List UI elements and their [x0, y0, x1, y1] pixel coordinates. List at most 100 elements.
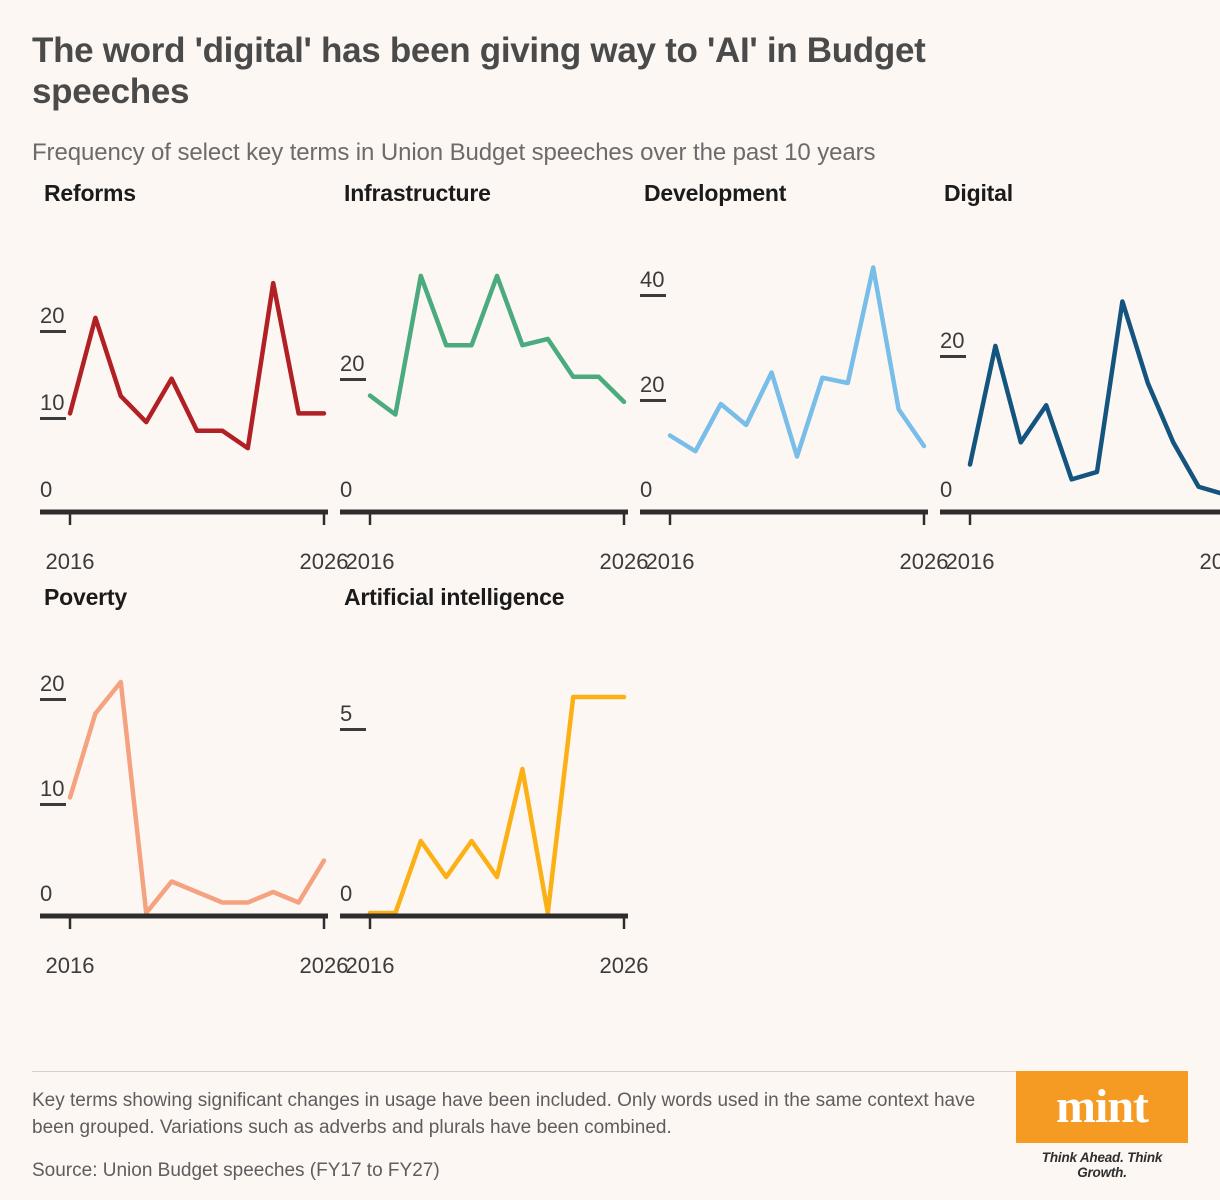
y-axis-tick-label: 20: [940, 328, 966, 359]
y-tick-value: 20: [940, 328, 965, 354]
y-tick-value: 20: [40, 302, 65, 328]
logo-box: mint: [1016, 1071, 1188, 1143]
x-axis-labels: 2016 2026: [332, 943, 649, 989]
x-tick-label: 2016: [345, 952, 395, 978]
y-tick-value: 20: [640, 371, 665, 397]
data-series-line: [367, 273, 627, 417]
chart-row-1: Reforms 0 10 20 2016 2026 Infrastructure 0 20 201…: [32, 179, 1220, 585]
y-tick-value: 10: [40, 389, 65, 415]
chart-panel-title: Infrastructure: [344, 179, 491, 206]
x-tick-label: 2016: [45, 952, 95, 978]
plot-area: 0 10 20: [32, 239, 332, 539]
chart-panel: Digital 0 20 2016 2026: [932, 179, 1220, 585]
footer: Key terms showing significant changes in…: [32, 1071, 1188, 1182]
y-tick-rule: [940, 355, 966, 359]
page-subtitle: Frequency of select key terms in Union B…: [32, 138, 876, 166]
line-chart-svg: [40, 679, 328, 929]
y-tick-rule: [40, 697, 66, 701]
y-axis-tick-label: 0: [640, 476, 653, 504]
x-tick-label: 2016: [45, 548, 95, 574]
x-tick-label: 2026: [599, 548, 649, 574]
x-axis-labels: 2016 2026: [32, 539, 349, 585]
line-chart-svg: [340, 694, 628, 929]
y-axis-tick-label: 0: [40, 476, 53, 504]
chart-panel-title: Digital: [944, 179, 1013, 206]
y-tick-rule: [40, 329, 66, 333]
x-tick-label: 2026: [1199, 548, 1220, 574]
logo-wordmark: mint: [1056, 1080, 1149, 1133]
y-tick-rule: [340, 727, 366, 731]
footnote-text: Key terms showing significant changes in…: [32, 1090, 976, 1139]
line-chart-svg: [640, 264, 928, 525]
chart-panel-title: Poverty: [44, 583, 127, 610]
chart-row-2: Poverty 0 10 20 2016 2026 Artificial intellige…: [32, 583, 1188, 989]
y-axis-tick-label: 20: [640, 371, 666, 402]
x-tick-label: 2026: [599, 952, 649, 978]
y-tick-value: 0: [340, 880, 353, 906]
x-tick-label: 2026: [299, 548, 349, 574]
x-axis-labels: 2016 2026: [32, 943, 349, 989]
y-tick-rule: [640, 398, 666, 402]
y-tick-value: 40: [640, 266, 665, 292]
plot-area: 0 20 40: [632, 239, 932, 539]
chart-panel: Infrastructure 0 20 2016 2026: [332, 179, 649, 585]
y-tick-value: 10: [40, 775, 65, 801]
y-tick-rule: [340, 377, 366, 381]
x-tick-label: 2016: [345, 548, 395, 574]
y-axis-tick-label: 5: [340, 700, 366, 731]
small-multiples-grid: Reforms 0 10 20 2016 2026 Infrastructure 0 20 201…: [32, 179, 1220, 989]
logo-tagline: Think Ahead. Think Growth.: [1041, 1150, 1163, 1180]
y-tick-value: 20: [340, 350, 365, 376]
data-series-line: [67, 280, 327, 451]
y-tick-value: 0: [40, 880, 53, 906]
y-axis-tick-label: 0: [340, 476, 353, 504]
x-tick-label: 2026: [299, 952, 349, 978]
y-tick-value: 0: [640, 476, 653, 502]
y-axis-tick-label: 0: [940, 476, 953, 504]
x-axis-labels: 2016 2026: [332, 539, 649, 585]
line-chart-svg: [940, 298, 1220, 525]
x-tick-label: 2016: [645, 548, 695, 574]
y-tick-value: 0: [340, 476, 353, 502]
x-tick-label: 2026: [899, 548, 949, 574]
y-tick-value: 0: [40, 476, 53, 502]
y-axis-tick-label: 10: [40, 775, 66, 806]
plot-area: 0 20: [932, 239, 1220, 539]
y-axis-tick-label: 10: [40, 389, 66, 420]
chart-panel-title: Reforms: [44, 179, 136, 206]
y-axis-tick-label: 0: [340, 880, 353, 908]
plot-area: 0 10 20: [32, 643, 332, 943]
chart-panel: Development 0 20 40 2016 2026: [632, 179, 949, 585]
chart-panel: Artificial intelligence 0 5 2016 2026: [332, 583, 649, 989]
chart-panel-title: Artificial intelligence: [344, 583, 565, 610]
page-title: The word 'digital' has been giving way t…: [32, 31, 926, 112]
data-series-line: [967, 298, 1220, 495]
y-axis-tick-label: 40: [640, 266, 666, 297]
data-series-line: [667, 264, 927, 459]
data-series-line: [67, 679, 327, 915]
y-tick-rule: [640, 293, 666, 297]
chart-panel-title: Development: [644, 179, 787, 206]
y-tick-rule: [40, 802, 66, 806]
chart-panel: Reforms 0 10 20 2016 2026: [32, 179, 349, 585]
source-text: Source: Union Budget speeches (FY17 to F…: [32, 1160, 440, 1181]
line-chart-svg: [340, 273, 628, 525]
line-chart-svg: [40, 280, 328, 525]
y-axis-tick-label: 0: [40, 880, 53, 908]
y-axis-tick-label: 20: [40, 302, 66, 333]
x-axis-labels: 2016 2026: [932, 539, 1220, 585]
data-series-line: [367, 694, 627, 915]
chart-panel: Poverty 0 10 20 2016 2026: [32, 583, 349, 989]
y-axis-tick-label: 20: [340, 350, 366, 381]
y-tick-value: 0: [940, 476, 953, 502]
footer-divider: [32, 1071, 1188, 1073]
y-tick-rule: [40, 416, 66, 420]
y-axis-tick-label: 20: [40, 670, 66, 701]
x-tick-label: 2016: [945, 548, 995, 574]
mint-logo: mint Think Ahead. Think Growth.: [1016, 1071, 1188, 1180]
x-axis-labels: 2016 2026: [632, 539, 949, 585]
y-tick-value: 20: [40, 670, 65, 696]
y-tick-value: 5: [340, 700, 353, 726]
